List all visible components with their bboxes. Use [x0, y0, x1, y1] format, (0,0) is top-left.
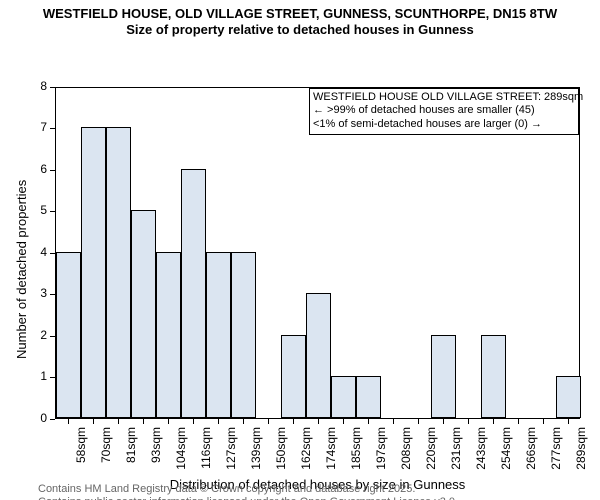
x-tick [518, 419, 519, 424]
histogram-bar [206, 252, 231, 418]
x-tick [418, 419, 419, 424]
y-tick-label: 2 [25, 328, 47, 342]
x-tick [443, 419, 444, 424]
histogram-bar [331, 376, 356, 418]
x-tick [118, 419, 119, 424]
x-tick-label: 243sqm [474, 427, 488, 487]
annotation-box: WESTFIELD HOUSE OLD VILLAGE STREET: 289s… [309, 88, 579, 135]
y-tick-label: 4 [25, 245, 47, 259]
plot-area [55, 87, 580, 419]
x-tick-label: 150sqm [274, 427, 288, 487]
chart-area: Number of detached properties WESTFIELD … [0, 39, 600, 491]
footnote-line-2: Contains public sector information licen… [38, 496, 458, 500]
x-tick-label: 162sqm [299, 427, 313, 487]
y-tick-label: 6 [25, 162, 47, 176]
x-tick-label: 185sqm [349, 427, 363, 487]
y-tick [50, 419, 55, 420]
x-tick [168, 419, 169, 424]
x-tick [543, 419, 544, 424]
x-tick-label: 208sqm [399, 427, 413, 487]
y-tick [50, 253, 55, 254]
histogram-bar [106, 127, 131, 418]
x-tick-label: 93sqm [149, 427, 163, 487]
x-tick-label: 139sqm [249, 427, 263, 487]
histogram-bar [131, 210, 156, 418]
y-tick [50, 336, 55, 337]
y-tick [50, 87, 55, 88]
x-tick [268, 419, 269, 424]
y-tick-label: 8 [25, 79, 47, 93]
x-tick-label: 81sqm [124, 427, 138, 487]
x-tick-label: 70sqm [99, 427, 113, 487]
x-tick [318, 419, 319, 424]
y-tick [50, 211, 55, 212]
x-tick [343, 419, 344, 424]
y-tick [50, 128, 55, 129]
annotation-line-3: <1% of semi-detached houses are larger (… [313, 118, 575, 132]
histogram-bar [81, 127, 106, 418]
y-tick [50, 377, 55, 378]
histogram-bar [556, 376, 581, 418]
histogram-bar [281, 335, 306, 418]
y-tick-label: 5 [25, 203, 47, 217]
x-tick [393, 419, 394, 424]
histogram-bar [231, 252, 256, 418]
x-tick-label: 220sqm [424, 427, 438, 487]
histogram-bar [156, 252, 181, 418]
x-tick [468, 419, 469, 424]
y-tick-label: 3 [25, 286, 47, 300]
y-tick [50, 294, 55, 295]
x-tick-label: 116sqm [199, 427, 213, 487]
chart-title: WESTFIELD HOUSE, OLD VILLAGE STREET, GUN… [0, 0, 600, 39]
x-tick [193, 419, 194, 424]
x-tick-label: 197sqm [374, 427, 388, 487]
histogram-bar [306, 293, 331, 418]
x-tick-label: 266sqm [524, 427, 538, 487]
y-tick-label: 0 [25, 411, 47, 425]
x-tick-label: 174sqm [324, 427, 338, 487]
x-tick-label: 58sqm [74, 427, 88, 487]
histogram-bar [56, 252, 81, 418]
x-tick-label: 127sqm [224, 427, 238, 487]
x-tick [568, 419, 569, 424]
x-tick [368, 419, 369, 424]
histogram-bar [181, 169, 206, 418]
annotation-line-2: ← >99% of detached houses are smaller (4… [313, 104, 575, 118]
x-tick-label: 231sqm [449, 427, 463, 487]
y-tick-label: 1 [25, 369, 47, 383]
x-tick [68, 419, 69, 424]
histogram-bar [356, 376, 381, 418]
x-tick [493, 419, 494, 424]
title-line-1: WESTFIELD HOUSE, OLD VILLAGE STREET, GUN… [0, 6, 600, 22]
x-tick [93, 419, 94, 424]
x-tick-label: 254sqm [499, 427, 513, 487]
histogram-bar [481, 335, 506, 418]
x-tick [218, 419, 219, 424]
x-tick [293, 419, 294, 424]
x-tick-label: 104sqm [174, 427, 188, 487]
y-tick-label: 7 [25, 120, 47, 134]
x-tick [243, 419, 244, 424]
annotation-line-1: WESTFIELD HOUSE OLD VILLAGE STREET: 289s… [313, 91, 575, 105]
title-line-2: Size of property relative to detached ho… [0, 22, 600, 38]
y-tick [50, 170, 55, 171]
histogram-bar [431, 335, 456, 418]
x-tick-label: 289sqm [574, 427, 588, 487]
x-tick-label: 277sqm [549, 427, 563, 487]
x-tick [143, 419, 144, 424]
